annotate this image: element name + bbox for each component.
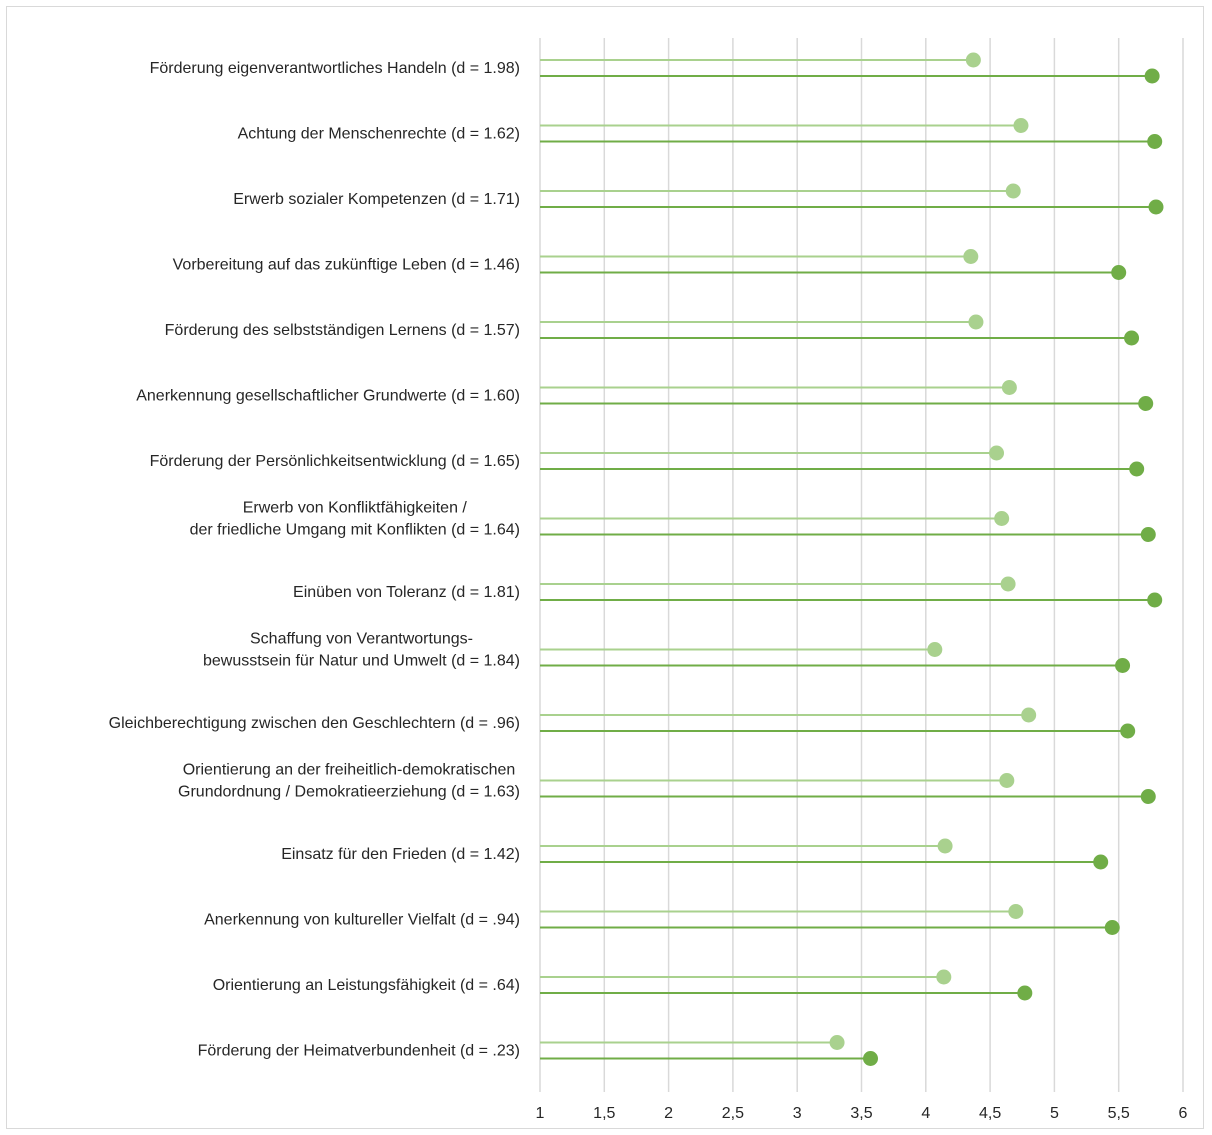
category-label-line1: Orientierung an der freiheitlich-demokra… xyxy=(183,762,516,779)
series1-point xyxy=(1000,576,1016,592)
series2-point xyxy=(1147,592,1163,608)
x-tick-label: 5 xyxy=(1050,1105,1059,1122)
x-tick-label: 3 xyxy=(793,1105,802,1122)
series2-point xyxy=(863,1051,879,1066)
category-label: Orientierung an Leistungsfähigkeit (d = … xyxy=(213,977,520,994)
series2-point xyxy=(1104,920,1120,935)
series1-point xyxy=(989,445,1005,461)
series2-point xyxy=(1120,723,1136,739)
category-label: Förderung der Heimatverbundenheit (d = .… xyxy=(198,1043,520,1060)
x-tick-label: 5,5 xyxy=(1108,1105,1130,1122)
x-tick-label: 1 xyxy=(536,1105,545,1122)
category-label: Anerkennung gesellschaftlicher Grundwert… xyxy=(136,388,520,405)
category-label: Förderung eigenverantwortliches Handeln … xyxy=(150,60,520,77)
series2-point xyxy=(1093,854,1109,870)
series2-point xyxy=(1140,789,1156,804)
series1-point xyxy=(1005,183,1021,199)
x-tick-label: 4,5 xyxy=(979,1105,1001,1122)
series1-point xyxy=(999,773,1015,788)
series1-point xyxy=(927,642,943,657)
series1-point xyxy=(965,52,981,68)
category-label: Gleichberechtigung zwischen den Geschlec… xyxy=(109,715,520,732)
series2-point xyxy=(1147,134,1163,149)
series2-point xyxy=(1017,985,1033,1001)
series1-point xyxy=(829,1035,845,1050)
series1-point xyxy=(963,249,979,264)
x-tick-label: 6 xyxy=(1179,1105,1188,1122)
category-label-line2: der friedliche Umgang mit Konflikten (d … xyxy=(190,522,520,539)
series1-point xyxy=(994,511,1010,526)
series2-point xyxy=(1111,265,1127,280)
series2-point xyxy=(1140,527,1156,542)
series1-point xyxy=(1021,707,1037,723)
category-label: Förderung des selbstständigen Lernens (d… xyxy=(165,322,520,339)
category-label: Einsatz für den Frieden (d = 1.42) xyxy=(281,846,520,863)
category-label-line1: Erwerb von Konfliktfähigkeiten / xyxy=(243,500,468,517)
category-label: Erwerb sozialer Kompetenzen (d = 1.71) xyxy=(233,191,520,208)
category-label: Achtung der Menschenrechte (d = 1.62) xyxy=(238,126,520,143)
x-tick-label: 4 xyxy=(921,1105,930,1122)
category-label-line1: Schaffung von Verantwortungs- xyxy=(250,631,473,648)
category-label: Einüben von Toleranz (d = 1.81) xyxy=(293,584,520,601)
series2-point xyxy=(1124,330,1140,346)
category-label: Vorbereitung auf das zukünftige Leben (d… xyxy=(173,257,520,274)
series1-point xyxy=(1013,118,1029,133)
series1-point xyxy=(1001,380,1017,395)
category-label: Förderung der Persönlichkeitsentwicklung… xyxy=(150,453,520,470)
x-tick-label: 3,5 xyxy=(850,1105,872,1122)
series1-point xyxy=(1008,904,1024,919)
x-tick-label: 2,5 xyxy=(722,1105,744,1122)
series2-point xyxy=(1144,68,1160,84)
category-label-line2: bewusstsein für Natur und Umwelt (d = 1.… xyxy=(203,653,520,670)
series1-point xyxy=(937,838,953,854)
series2-point xyxy=(1115,658,1131,673)
series2-point xyxy=(1148,199,1164,215)
series1-point xyxy=(936,969,952,985)
category-label: Anerkennung von kultureller Vielfalt (d … xyxy=(204,912,520,929)
x-tick-label: 1,5 xyxy=(593,1105,615,1122)
series2-point xyxy=(1138,396,1154,411)
category-label-line2: Grundordnung / Demokratieerziehung (d = … xyxy=(178,784,520,801)
series2-point xyxy=(1129,461,1145,477)
series1-point xyxy=(968,314,984,330)
x-tick-label: 2 xyxy=(664,1105,673,1122)
